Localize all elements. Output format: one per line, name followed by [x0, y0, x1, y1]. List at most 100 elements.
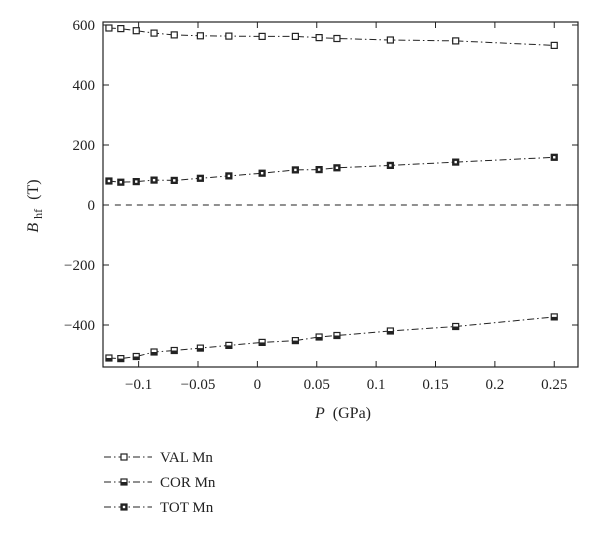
marker-center	[389, 164, 392, 167]
x-tick-label: 0.1	[367, 377, 386, 393]
plot-frame	[102, 21, 579, 368]
legend-label: TOT Mn	[160, 500, 214, 516]
plot-area: −0.1 −0.05 0 0.05 0.1 0.15 0.2 0.25 600 400 200 0 −2…	[64, 18, 579, 393]
marker-center	[199, 177, 202, 180]
series-cor-mn	[105, 313, 558, 363]
marker-square	[225, 32, 233, 40]
marker-fill	[292, 340, 299, 344]
marker-fill	[117, 358, 124, 362]
data-point	[117, 178, 125, 186]
data-point	[132, 352, 140, 361]
data-point	[225, 172, 233, 180]
svg-text:B hf (T): B hf (T)	[25, 179, 46, 232]
marker-fill	[133, 356, 140, 360]
marker-center	[335, 166, 339, 169]
data-point	[386, 161, 394, 169]
y-axis-symbol: B	[25, 223, 42, 233]
data-point	[105, 24, 113, 32]
marker-fill	[225, 345, 232, 349]
marker-fill	[121, 482, 127, 485]
data-point	[170, 176, 178, 184]
marker-fill	[259, 342, 266, 346]
data-point	[550, 313, 558, 321]
y-tick-label: 600	[73, 18, 96, 34]
data-point	[315, 333, 323, 341]
x-axis-unit: (GPa)	[333, 405, 371, 422]
x-tick-label: 0	[254, 377, 262, 393]
data-point	[258, 338, 266, 346]
y-tick-label: −200	[64, 258, 95, 274]
x-tick-label: 0.15	[422, 377, 448, 393]
data-point	[196, 344, 204, 352]
x-axis-symbol: P	[314, 405, 325, 422]
marker-square	[291, 32, 299, 41]
marker-center	[152, 178, 156, 182]
marker-square	[386, 36, 394, 44]
marker-square	[170, 31, 178, 39]
series-tot-mn	[105, 153, 558, 186]
svg-text:P (GPa): P (GPa)	[314, 405, 371, 422]
marker-center	[135, 180, 138, 183]
data-point	[291, 166, 299, 174]
marker-fill	[171, 350, 178, 354]
data-point	[132, 178, 140, 186]
marker-center	[173, 179, 176, 182]
marker-square	[550, 41, 558, 50]
marker-square	[315, 33, 323, 42]
data-point	[452, 37, 460, 45]
data-point	[132, 27, 140, 35]
data-point	[452, 322, 460, 331]
y-tick-label: 0	[88, 198, 96, 214]
marker-center	[317, 168, 321, 171]
marker-center	[227, 174, 231, 178]
y-axis-title: B hf (T)	[25, 179, 46, 232]
x-axis-title: P (GPa)	[314, 405, 371, 422]
marker-center	[260, 172, 264, 175]
x-tick-label: 0.05	[304, 377, 330, 393]
data-point	[105, 354, 113, 362]
data-point	[105, 177, 113, 185]
data-point	[291, 337, 299, 345]
legend-item: TOT Mn	[104, 500, 214, 516]
marker-square	[196, 32, 204, 40]
data-point	[170, 346, 178, 355]
legend: VAL Mn COR Mn TOT Mn	[104, 450, 216, 516]
y-axis-unit: (T)	[25, 179, 42, 199]
marker-center	[122, 505, 126, 509]
marker-fill	[333, 335, 340, 339]
marker-center	[294, 168, 297, 172]
y-tick-label: −400	[64, 318, 95, 334]
x-tick-label: −0.05	[181, 377, 216, 393]
data-point	[117, 25, 125, 33]
data-point	[386, 327, 394, 335]
data-point	[258, 32, 266, 41]
data-point	[333, 164, 341, 172]
marker-square	[105, 24, 113, 32]
data-point	[225, 341, 233, 349]
legend-item: VAL Mn	[104, 450, 213, 466]
legend-item: COR Mn	[104, 475, 216, 491]
marker-center	[454, 160, 457, 164]
marker-fill	[105, 358, 112, 361]
data-point	[333, 34, 341, 43]
data-point	[315, 166, 323, 174]
marker-square	[117, 25, 125, 33]
series-val-mn	[105, 24, 558, 50]
marker-square	[258, 32, 266, 41]
x-tick-label: 0.2	[486, 377, 505, 393]
y-axis-subscript: hf	[31, 209, 45, 219]
data-point	[117, 355, 125, 363]
data-point	[386, 36, 394, 44]
data-point	[196, 174, 204, 182]
data-point	[550, 41, 558, 50]
data-point	[170, 31, 178, 39]
x-tick-label: −0.1	[125, 377, 152, 393]
legend-marker	[120, 478, 128, 486]
marker-fill	[387, 331, 394, 334]
marker-square	[333, 34, 341, 43]
marker-center	[107, 179, 111, 183]
data-point	[150, 348, 158, 356]
marker-square	[452, 37, 460, 45]
legend-marker	[120, 453, 128, 461]
